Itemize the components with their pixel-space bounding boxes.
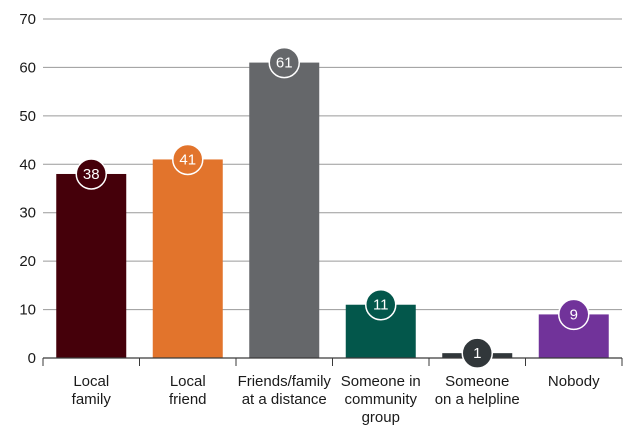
data-label-text-1: 41 [179,151,196,168]
data-label-text-5: 9 [570,306,578,323]
data-label-text-3: 11 [373,297,389,314]
data-label-badge-2 [268,46,300,79]
x-axis [42,357,623,366]
bars [56,62,609,358]
x-tick-label-5: Nobody [548,373,600,390]
data-label-badge-1 [172,143,204,176]
data-label-text-4: 1 [473,345,481,362]
data-label-badge-5 [558,298,590,331]
data-label-4: 1 [461,337,493,369]
x-tick-label-4: Someone on a helpline [435,373,520,408]
x-tick-label-1: Local friend [169,373,207,408]
data-label-badge-4 [461,337,493,369]
data-label-2: 61 [268,46,300,79]
gridlines [43,18,622,311]
y-tick-label-30: 30 [19,205,36,222]
bar-1 [152,159,223,358]
y-tick-label-10: 10 [19,302,36,319]
x-axis-ticks: Local family Local friend Friends/family at a… [72,373,600,426]
x-tick-label-3: Someone in community group [341,373,421,426]
data-label-text-2: 61 [276,55,293,72]
y-axis-ticks: 0 10 20 30 40 50 60 70 [19,11,36,367]
data-label-5: 9 [558,298,590,331]
x-tick-label-2: Friends/family at a distance [238,373,332,408]
bar-0 [56,173,127,358]
data-label-3: 11 [365,288,397,321]
data-label-1: 41 [172,143,204,176]
y-tick-label-60: 60 [19,59,36,76]
data-label-0: 38 [75,158,107,190]
data-label-badge-0 [75,158,107,190]
data-label-text-0: 38 [83,166,100,183]
y-tick-label-0: 0 [28,350,36,367]
y-tick-label-70: 70 [19,11,36,28]
y-tick-label-50: 50 [19,108,36,125]
y-tick-label-20: 20 [19,253,36,270]
x-tick-label-0: Local family [72,373,112,408]
bar-2 [249,62,320,358]
data-label-badge-3 [365,288,397,321]
y-tick-label-40: 40 [19,156,36,173]
